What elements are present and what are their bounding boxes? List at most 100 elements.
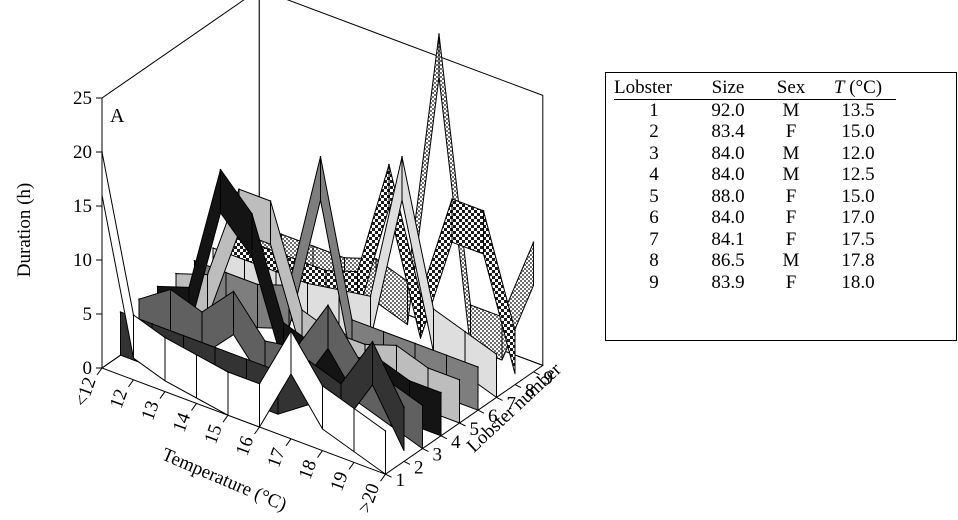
cell-sex: F — [785, 207, 797, 228]
series-2-point-15 — [245, 358, 248, 361]
temperature-unit: (°C) — [844, 77, 883, 98]
series-1-point-12 — [132, 314, 135, 316]
cell-size: 84.0 — [711, 207, 745, 228]
series-3-point->20 — [421, 404, 424, 407]
temperature-symbol: T — [833, 77, 845, 98]
series-2-point-12 — [151, 323, 153, 325]
cell-lobster: 3 — [649, 142, 659, 164]
series-5-point-15 — [301, 309, 303, 311]
x-tick-label-8: 19 — [326, 469, 352, 494]
x-tick-mark-4 — [222, 414, 229, 423]
lobster-tick-mark-4 — [440, 435, 448, 440]
column-header-size: Size — [711, 77, 745, 98]
lobster-tick-mark-1 — [385, 473, 392, 478]
series-7-point-18 — [432, 308, 435, 310]
lobster-tick-mark-5 — [459, 422, 466, 427]
lobster-tick-label-2: 2 — [414, 457, 424, 478]
series-8-point-19 — [482, 210, 485, 212]
cell-temperature: 13.5 — [841, 99, 875, 121]
cell-lobster: 6 — [649, 207, 659, 228]
lobster-tick-label-5: 5 — [470, 419, 480, 440]
series-6-point-16 — [351, 319, 353, 321]
cell-size: 83.9 — [711, 271, 745, 293]
series-4-point-13 — [219, 168, 222, 171]
cell-size: 88.0 — [711, 185, 745, 207]
x-tick-label-0: <12 — [71, 375, 101, 410]
series-9-point-14 — [343, 257, 346, 259]
series-8-point-16 — [388, 163, 390, 166]
series-8-point->20 — [514, 329, 516, 332]
y-tick-label-25: 25 — [73, 88, 92, 109]
x-tick-label-7: 18 — [295, 457, 321, 482]
cell-size: 84.0 — [711, 164, 745, 185]
x-tick-mark-9 — [380, 473, 386, 482]
table-row: 5 88.0 F 15.0 — [614, 186, 896, 208]
series-5-point-<12 — [175, 272, 177, 275]
x-tick-label-3: 14 — [169, 409, 195, 435]
series-2-point-19 — [371, 340, 374, 343]
series-7-point-16 — [369, 295, 372, 298]
series-9-point-18 — [469, 304, 472, 306]
series-8-point-13 — [293, 258, 296, 260]
y-tick-label-15: 15 — [73, 196, 92, 217]
x-tick-label-6: 17 — [263, 445, 289, 470]
series-4-point->20 — [440, 391, 442, 394]
lobster-tick-label-4: 4 — [451, 432, 461, 453]
cell-size: 92.0 — [711, 99, 745, 121]
lobster-tick-label-3: 3 — [433, 445, 443, 466]
series-5-point-13 — [238, 188, 240, 190]
series-9-point-15 — [375, 258, 377, 260]
y-tick-label-5: 5 — [83, 304, 93, 325]
series-6-point-<12 — [193, 260, 196, 262]
cell-sex: F — [785, 228, 797, 250]
cell-temperature: 12.5 — [841, 164, 875, 185]
series-1-point->20 — [384, 430, 387, 432]
lobster-table-panel: Lobster Size Sex T (°C) 1 92.0 M 13.5 2 83.4 F… — [605, 72, 957, 341]
table-row: 2 83.4 F 15.0 — [614, 121, 896, 143]
cell-lobster: 9 — [649, 271, 659, 293]
series-7-point-14 — [306, 282, 309, 285]
lobster-tick-mark-9 — [533, 371, 540, 376]
cell-temperature: 17.0 — [841, 207, 875, 228]
cell-lobster: 1 — [649, 99, 659, 121]
lobster-tick-label-1: 1 — [396, 470, 406, 491]
series-1-point-14 — [195, 354, 198, 356]
series-3-point-12 — [169, 288, 172, 291]
lobster-tick-label-9: 9 — [544, 368, 554, 389]
series-8-point-17 — [419, 294, 422, 297]
series-1-point-15 — [227, 371, 229, 373]
series-2-segment-19->20 — [372, 341, 405, 452]
series-3-point-17 — [327, 304, 329, 307]
series-6-point-18 — [414, 342, 416, 345]
series-3-point-13 — [201, 311, 203, 313]
column-header-lobster: Lobster — [614, 77, 673, 98]
series-7-point-19 — [464, 330, 466, 333]
series-2-point-<12 — [119, 311, 122, 313]
table-row: 4 84.0 M 12.5 — [614, 164, 896, 186]
series-1-point-17 — [290, 330, 292, 332]
cell-lobster: 4 — [649, 164, 659, 185]
series-8-point-18 — [451, 198, 453, 200]
x-tick-mark-3 — [191, 403, 197, 411]
series-5-point-12 — [206, 273, 209, 276]
lobster-tick-mark-3 — [422, 448, 429, 453]
series-9-point->20 — [532, 241, 535, 243]
x-tick-mark-5 — [254, 426, 260, 435]
x-tick-label-5: 16 — [232, 434, 258, 459]
series-6-point-13 — [256, 283, 259, 286]
cell-sex: F — [785, 185, 797, 207]
y-axis-label: Duration (h) — [14, 183, 35, 277]
series-4-point-19 — [408, 380, 411, 382]
panel-label: A — [110, 105, 125, 127]
table-row: 3 84.0 M 12.0 — [614, 143, 896, 165]
y-tick-label-0: 0 — [83, 358, 93, 379]
lobster-tick-label-6: 6 — [488, 406, 498, 427]
x-tick-mark-6 — [285, 438, 292, 447]
x-tick-mark-0 — [96, 367, 103, 376]
lobster-tick-mark-7 — [496, 396, 503, 401]
x-tick-mark-7 — [317, 450, 323, 458]
series-2-point->20 — [403, 406, 405, 409]
cell-temperature: 15.0 — [841, 185, 875, 207]
series-7-point-17 — [401, 156, 403, 158]
y-tick-label-20: 20 — [73, 142, 92, 163]
